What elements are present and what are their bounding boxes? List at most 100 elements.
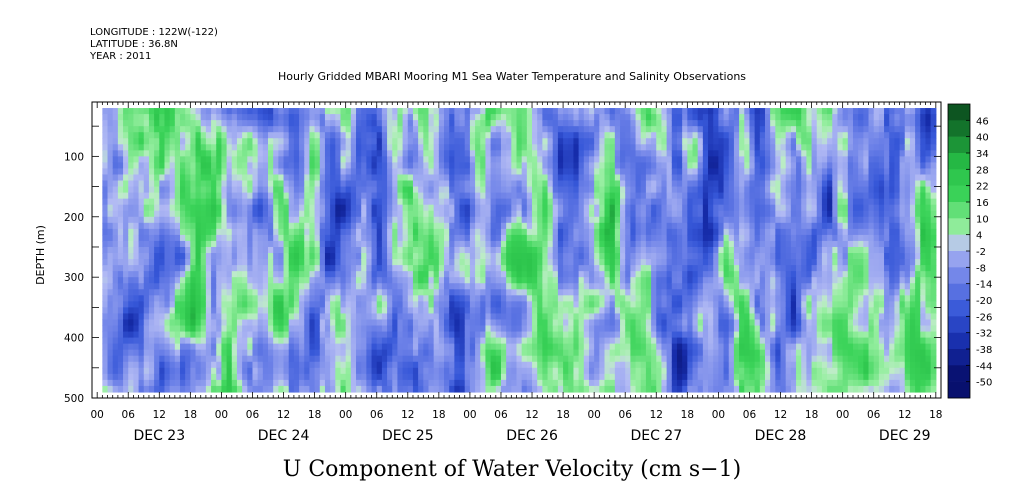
heatmap-cell: [500, 271, 507, 278]
heatmap-cell: [138, 337, 145, 345]
heatmap-cell: [226, 234, 233, 242]
heatmap-cell: [604, 216, 611, 224]
heatmap-cell: [402, 379, 409, 387]
heatmap-cell: [169, 192, 176, 200]
heatmap-cell: [547, 132, 554, 139]
heatmap-cell: [123, 361, 129, 369]
heatmap-cell: [273, 277, 279, 284]
heatmap-cell: [211, 228, 217, 236]
heatmap-cell: [117, 253, 124, 260]
heatmap-cell: [335, 373, 342, 381]
heatmap-cell: [283, 277, 290, 284]
heatmap-cell: [195, 313, 202, 321]
heatmap-cell: [480, 186, 487, 194]
heatmap-cell: [185, 259, 191, 266]
heatmap-cell: [242, 174, 248, 182]
heatmap-cell: [278, 265, 285, 272]
heatmap-cell: [262, 259, 269, 266]
heatmap-cell: [583, 289, 590, 296]
heatmap-cell: [588, 216, 595, 224]
heatmap-cell: [469, 343, 476, 351]
heatmap-cell: [200, 162, 207, 170]
heatmap-cell: [169, 138, 176, 145]
heatmap-cell: [537, 337, 543, 345]
heatmap-cell: [257, 114, 264, 121]
heatmap-cell: [542, 126, 549, 133]
heatmap-cell: [532, 108, 538, 115]
heatmap-cell: [495, 222, 502, 230]
heatmap-cell: [640, 162, 647, 170]
heatmap-cell: [609, 222, 616, 230]
heatmap-cell: [563, 234, 569, 242]
heatmap-cell: [231, 186, 238, 194]
heatmap-cell: [407, 307, 414, 315]
heatmap-cell: [407, 313, 414, 321]
heatmap-cell: [242, 240, 248, 248]
heatmap-cell: [231, 253, 238, 260]
heatmap-cell: [304, 325, 311, 333]
heatmap-cell: [392, 301, 399, 308]
heatmap-cell: [252, 180, 259, 188]
heatmap-cell: [304, 144, 311, 151]
heatmap-cell: [185, 385, 191, 393]
heatmap-cell: [283, 186, 290, 194]
heatmap-cell: [231, 120, 238, 127]
heatmap-cell: [138, 319, 145, 327]
heatmap-cell: [526, 192, 533, 200]
heatmap-cell: [216, 150, 223, 157]
heatmap-cell: [392, 283, 399, 290]
heatmap-cell: [164, 216, 171, 224]
heatmap-cell: [552, 180, 559, 188]
heatmap-cell: [475, 138, 481, 145]
heatmap-cell: [506, 138, 512, 145]
heatmap-cell: [645, 114, 652, 121]
heatmap-cell: [635, 307, 642, 315]
heatmap-cell: [330, 331, 336, 339]
heatmap-cell: [459, 132, 466, 139]
heatmap-cell: [454, 379, 461, 387]
heatmap-cell: [169, 295, 176, 302]
heatmap-cell: [376, 138, 383, 145]
heatmap-cell: [428, 192, 435, 200]
heatmap-cell: [350, 132, 357, 139]
heatmap-cell: [159, 355, 166, 363]
heatmap-cell: [552, 108, 559, 115]
heatmap-cell: [532, 150, 538, 157]
heatmap-cell: [625, 180, 631, 188]
heatmap-cell: [500, 319, 507, 327]
heatmap-cell: [107, 186, 114, 194]
heatmap-cell: [268, 108, 274, 115]
heatmap-cell: [578, 132, 585, 139]
heatmap-cell: [361, 120, 367, 127]
heatmap-cell: [557, 253, 564, 260]
heatmap-cell: [557, 174, 564, 182]
heatmap-cell: [133, 367, 140, 375]
heatmap-cell: [216, 186, 223, 194]
heatmap-cell: [397, 240, 404, 248]
heatmap-cell: [604, 373, 611, 381]
heatmap-cell: [221, 253, 228, 260]
heatmap-cell: [185, 289, 191, 296]
heatmap-cell: [475, 162, 481, 170]
heatmap-cell: [614, 373, 621, 381]
heatmap-cell: [371, 265, 378, 272]
heatmap-cell: [174, 138, 181, 145]
heatmap-cell: [345, 361, 352, 369]
heatmap-cell: [138, 331, 145, 339]
heatmap-cell: [469, 355, 476, 363]
heatmap-cell: [164, 349, 171, 357]
heatmap-cell: [423, 186, 430, 194]
heatmap-cell: [278, 222, 285, 230]
heatmap-cell: [278, 379, 285, 387]
heatmap-cell: [485, 144, 492, 151]
heatmap-cell: [107, 289, 114, 296]
heatmap-cell: [356, 283, 362, 290]
heatmap-cell: [366, 301, 373, 308]
heatmap-cell: [133, 138, 140, 145]
heatmap-cell: [563, 210, 569, 218]
heatmap-cell: [614, 295, 621, 302]
heatmap-cell: [361, 277, 367, 284]
heatmap-cell: [211, 246, 217, 254]
heatmap-cell: [102, 180, 109, 188]
heatmap-cell: [361, 295, 367, 302]
